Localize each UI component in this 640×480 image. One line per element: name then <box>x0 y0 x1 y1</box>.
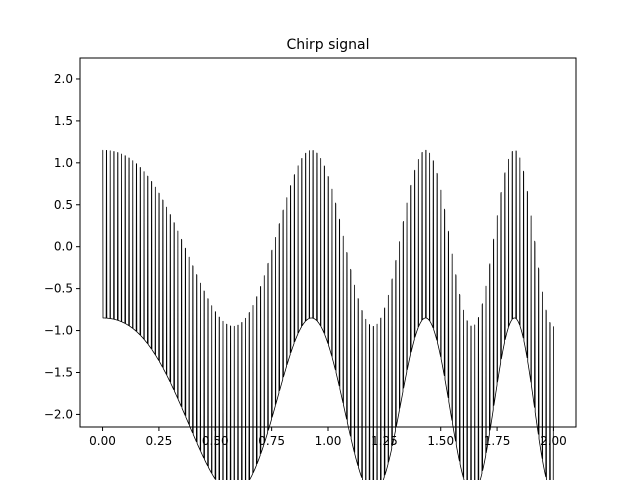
x-tick-label: 0.25 <box>146 434 173 448</box>
chart-title: Chirp signal <box>286 37 369 53</box>
x-tick-label: 0.00 <box>89 434 116 448</box>
x-tick-label: 1.75 <box>484 434 511 448</box>
x-tick-label: 0.75 <box>258 434 285 448</box>
axes: 0.00 0.25 0.50 0.75 1.00 1.25 1.50 1.75 2.00 −2.0… <box>44 57 577 448</box>
y-tick-label: 0.0 <box>54 240 73 254</box>
y-tick-label: −2.0 <box>44 407 73 421</box>
plot-area <box>102 149 554 480</box>
x-tick-label: 2.00 <box>540 434 567 448</box>
x-tick-label: 0.50 <box>202 434 229 448</box>
y-tick-label: 0.5 <box>54 198 73 212</box>
x-tick-label: 1.25 <box>371 434 398 448</box>
y-tick-label: −1.5 <box>44 365 73 379</box>
x-tick-label: 1.50 <box>427 434 454 448</box>
x-tick-label: 1.00 <box>315 434 342 448</box>
y-tick-label: 1.0 <box>54 156 73 170</box>
y-tick-label: 1.5 <box>54 114 73 128</box>
y-tick-label: −1.0 <box>44 324 73 338</box>
y-tick-label: 2.0 <box>54 72 73 86</box>
series-line-0 <box>102 149 554 480</box>
y-tick-label: −0.5 <box>44 282 73 296</box>
